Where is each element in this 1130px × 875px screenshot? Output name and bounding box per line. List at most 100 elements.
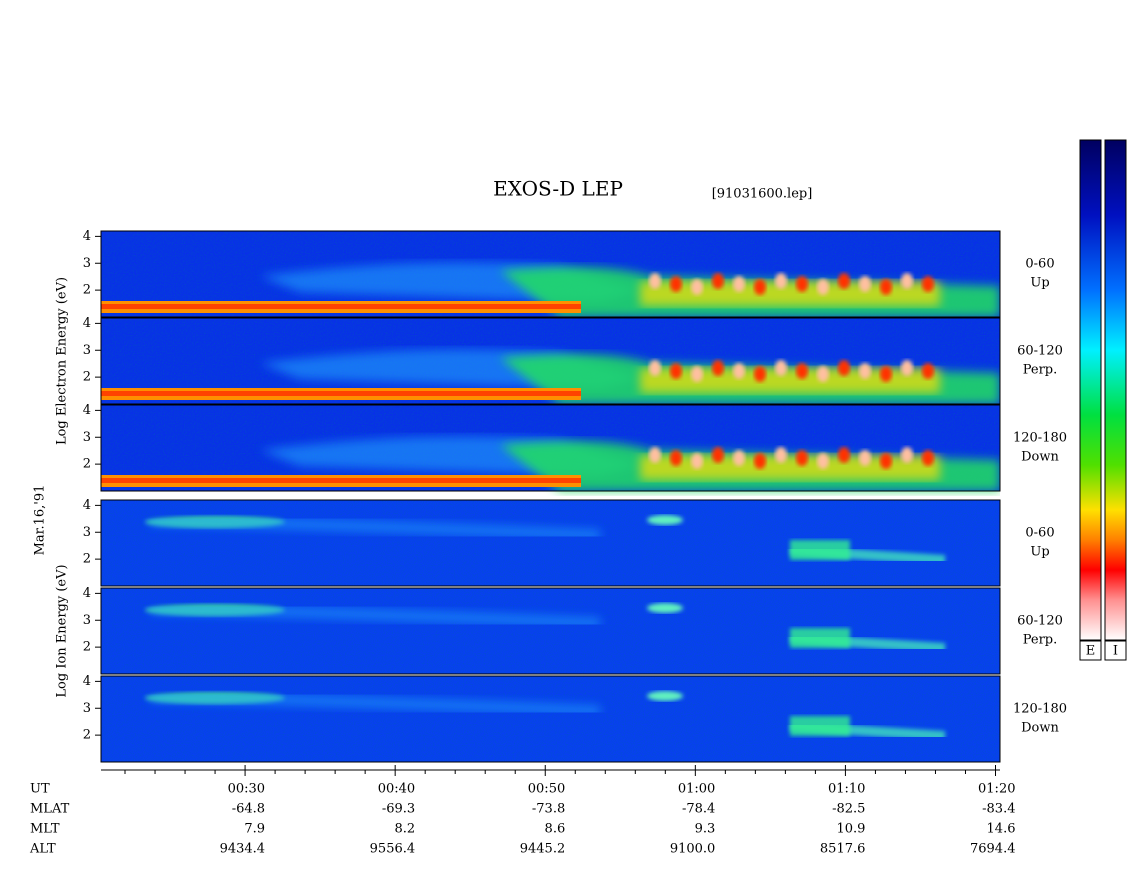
pitch-direction: Down: [1021, 450, 1059, 465]
panel-frame: [100, 587, 1001, 675]
spectrogram-feature: [859, 276, 871, 292]
pitch-angle: 0-60: [1025, 257, 1054, 272]
row-value: 8517.6: [820, 842, 866, 857]
row-value: -83.4: [982, 802, 1015, 817]
colorbar-label: I: [1113, 644, 1118, 659]
spectrogram-feature: [817, 366, 829, 382]
row-label: UT: [30, 782, 50, 797]
spectrogram-feature: [101, 478, 581, 483]
spectrogram-feature: [838, 447, 850, 463]
pitch-direction: Perp.: [1023, 363, 1058, 378]
row-value: 9.3: [695, 822, 716, 837]
spectrogram-feature: [796, 450, 808, 466]
spectrogram-feature: [712, 273, 724, 289]
spectrogram-feature: [647, 691, 683, 701]
y-tick-label: 3: [83, 525, 91, 540]
spectrogram-feature: [649, 273, 661, 289]
spectrogram-feature: [640, 455, 940, 480]
spectrogram-feature: [670, 450, 682, 466]
chart-title: EXOS-D LEP: [493, 177, 623, 201]
row-label: ALT: [29, 842, 56, 857]
spectrogram-feature: [775, 360, 787, 376]
y-tick-label: 4: [83, 316, 91, 331]
y-axis-label: Log Ion Energy (eV): [55, 564, 70, 697]
spectrogram-feature: [733, 363, 745, 379]
panel-frame: [100, 317, 1001, 405]
x-tick-label: 01:20: [978, 782, 1015, 797]
panel-frame: [100, 230, 1001, 318]
row-value: -64.8: [232, 802, 265, 817]
spectrogram-feature: [149, 515, 601, 540]
spectrogram-feature: [838, 273, 850, 289]
spectrogram-noise: [101, 500, 1000, 586]
spectrogram-feature: [775, 273, 787, 289]
spectrogram-feature: [880, 453, 892, 469]
spectrogram-feature: [838, 360, 850, 376]
date-label: Mar.16,'91: [33, 485, 48, 556]
spectrogram-feature: [640, 368, 940, 393]
row-value: 8.6: [545, 822, 566, 837]
spectrogram-feature: [754, 366, 766, 382]
y-tick-label: 4: [83, 586, 91, 601]
row-value: 7.9: [244, 822, 265, 837]
row-label: MLAT: [30, 802, 70, 817]
spectrogram-feature: [691, 279, 703, 295]
spectrogram-feature: [922, 276, 934, 292]
spectrogram-feature: [817, 453, 829, 469]
y-tick-label: 4: [83, 674, 91, 689]
row-value: 7694.4: [970, 842, 1016, 857]
pitch-angle: 60-120: [1017, 614, 1063, 629]
spectrogram-feature: [790, 628, 850, 648]
row-value: 10.9: [836, 822, 865, 837]
y-tick-label: 3: [83, 343, 91, 358]
spectrogram-noise: [101, 588, 1000, 674]
x-tick-label: 00:40: [378, 782, 415, 797]
y-tick-label: 3: [83, 256, 91, 271]
row-value: 9556.4: [370, 842, 416, 857]
spectrogram-feature: [796, 363, 808, 379]
spectrogram-feature: [880, 279, 892, 295]
y-tick-label: 2: [83, 552, 91, 567]
pitch-direction: Up: [1030, 545, 1049, 560]
spectrogram-feature: [733, 450, 745, 466]
colorbar: [1104, 139, 1127, 641]
y-tick-label: 2: [83, 728, 91, 743]
row-label: MLT: [30, 822, 60, 837]
spectrogram-feature: [691, 453, 703, 469]
spectrogram-feature: [647, 603, 683, 613]
spectrogram-feature: [790, 716, 850, 736]
spectrogram-feature: [670, 276, 682, 292]
x-tick-label: 01:00: [678, 782, 715, 797]
spectrogram-feature: [712, 360, 724, 376]
panel-frame: [100, 499, 1001, 587]
spectrogram-feature: [733, 276, 745, 292]
pitch-angle: 120-180: [1013, 431, 1067, 446]
y-tick-label: 2: [83, 370, 91, 385]
row-value: 8.2: [394, 822, 415, 837]
pitch-angle: 120-180: [1013, 702, 1067, 717]
spectrogram-feature: [790, 540, 850, 560]
spectrogram-feature: [901, 360, 913, 376]
spectrogram-feature: [922, 363, 934, 379]
x-tick-label: 01:10: [828, 782, 865, 797]
colorbar-box: [1104, 640, 1127, 661]
spectrogram-feature: [754, 453, 766, 469]
x-tick-label: 00:30: [228, 782, 265, 797]
x-tick-label: 00:50: [528, 782, 565, 797]
spectrogram-feature: [796, 276, 808, 292]
panel-frame: [100, 675, 1001, 763]
row-value: -69.3: [382, 802, 415, 817]
y-tick-label: 2: [83, 640, 91, 655]
y-tick-label: 2: [83, 457, 91, 472]
colorbar-box: [1079, 640, 1102, 661]
row-value: 14.6: [987, 822, 1016, 837]
spectrogram-feature: [640, 281, 940, 306]
spectrogram-feature: [101, 304, 581, 309]
spectrogram-feature: [901, 273, 913, 289]
y-tick-label: 3: [83, 430, 91, 445]
colorbar: [1079, 139, 1102, 641]
spectrogram-feature: [670, 363, 682, 379]
pitch-angle: 60-120: [1017, 344, 1063, 359]
row-value: 9100.0: [670, 842, 716, 857]
